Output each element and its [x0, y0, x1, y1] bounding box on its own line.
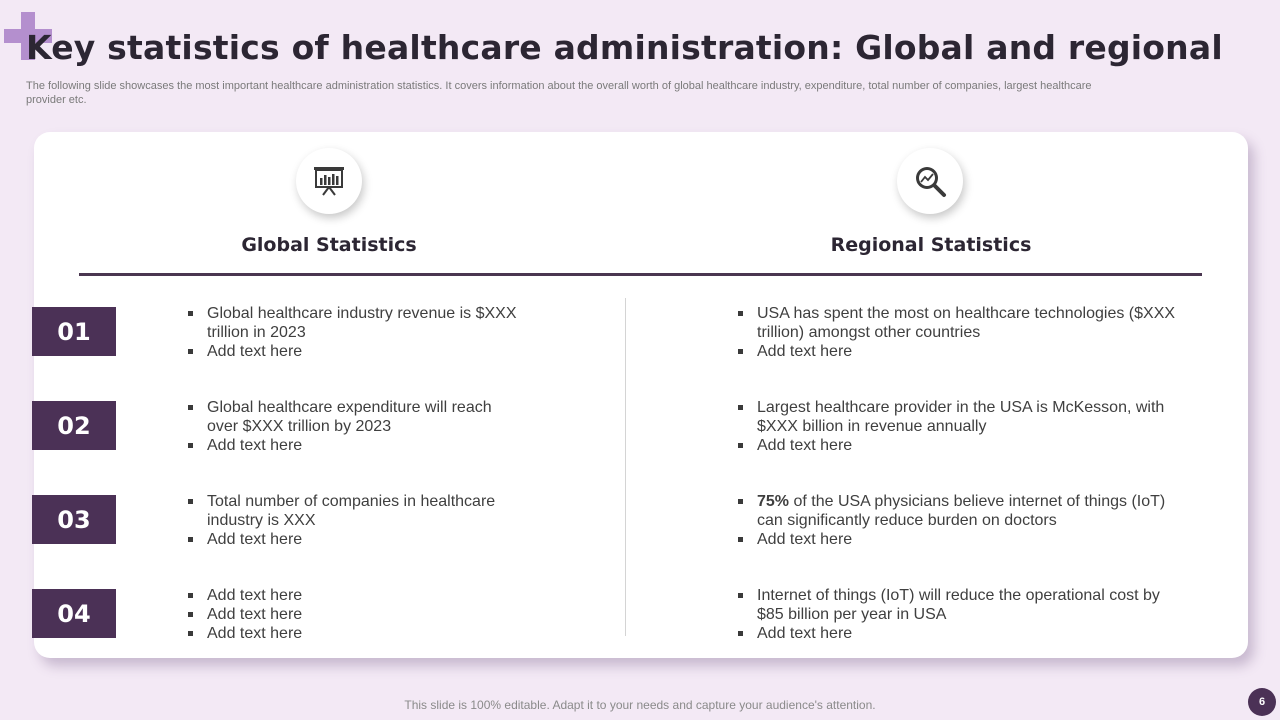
list-item: Add text here: [737, 342, 1177, 361]
list-item: Add text here: [187, 624, 517, 643]
list-item-text: of the USA physicians believe internet o…: [757, 493, 1166, 529]
footer-note: This slide is 100% editable. Adapt it to…: [404, 698, 876, 712]
page-title: Key statistics of healthcare administrat…: [26, 28, 1223, 67]
list-item: USA has spent the most on healthcare tec…: [737, 304, 1177, 342]
page-number-badge: 6: [1248, 688, 1276, 716]
list-item: Add text here: [187, 586, 517, 605]
plus-decoration-icon: [4, 12, 52, 60]
list-item: Add text here: [737, 530, 1177, 549]
page-subtitle: The following slide showcases the most i…: [26, 80, 1092, 106]
row-number-badge: 02: [32, 401, 116, 450]
list-item: Largest healthcare provider in the USA i…: [737, 398, 1177, 436]
magnifier-chart-icon: [897, 148, 963, 214]
list-item: Add text here: [187, 605, 517, 624]
heading-underline: [79, 273, 1202, 276]
list-item: 75% of the USA physicians believe intern…: [737, 492, 1177, 530]
list-item: Add text here: [187, 530, 517, 549]
row-number-badge: 04: [32, 589, 116, 638]
column-divider: [625, 298, 626, 636]
global-stat-list: Global healthcare industry revenue is $X…: [187, 304, 517, 361]
list-item: Add text here: [737, 624, 1177, 643]
list-item: Global healthcare expenditure will reach…: [187, 398, 517, 436]
row-number-badge: 01: [32, 307, 116, 356]
global-stat-list: Total number of companies in healthcare …: [187, 492, 517, 549]
presentation-chart-icon: [296, 148, 362, 214]
list-item: Add text here: [187, 342, 517, 361]
content-card: [34, 132, 1248, 658]
regional-stat-list: 75% of the USA physicians believe intern…: [737, 492, 1177, 549]
regional-stat-list: Largest healthcare provider in the USA i…: [737, 398, 1177, 455]
highlight-percent: 75%: [757, 493, 790, 510]
list-item: Total number of companies in healthcare …: [187, 492, 517, 530]
list-item: Internet of things (IoT) will reduce the…: [737, 586, 1177, 624]
list-item: Global healthcare industry revenue is $X…: [187, 304, 517, 342]
global-stat-list: Global healthcare expenditure will reach…: [187, 398, 517, 455]
global-statistics-heading: Global Statistics: [241, 234, 417, 256]
regional-statistics-heading: Regional Statistics: [830, 234, 1032, 256]
global-stat-list: Add text here Add text here Add text her…: [187, 586, 517, 643]
regional-stat-list: Internet of things (IoT) will reduce the…: [737, 586, 1177, 643]
list-item: Add text here: [737, 436, 1177, 455]
row-number-badge: 03: [32, 495, 116, 544]
list-item: Add text here: [187, 436, 517, 455]
regional-stat-list: USA has spent the most on healthcare tec…: [737, 304, 1177, 361]
